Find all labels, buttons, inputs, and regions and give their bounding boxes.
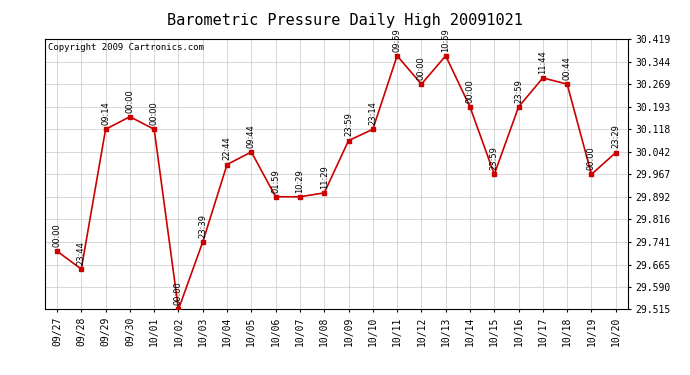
Text: 00:00: 00:00 [417, 56, 426, 80]
Text: 23:39: 23:39 [198, 214, 207, 238]
Text: 00:00: 00:00 [52, 223, 61, 247]
Text: 01:59: 01:59 [271, 169, 280, 193]
Text: 23:29: 23:29 [611, 124, 620, 148]
Text: 11:29: 11:29 [319, 165, 328, 189]
Text: 22:44: 22:44 [223, 136, 232, 160]
Text: 00:00: 00:00 [174, 282, 183, 305]
Text: 23:14: 23:14 [368, 101, 377, 125]
Text: 10:29: 10:29 [295, 169, 304, 193]
Text: 11:44: 11:44 [538, 50, 547, 74]
Text: 09:14: 09:14 [101, 101, 110, 125]
Text: 09:59: 09:59 [393, 28, 402, 52]
Text: 09:44: 09:44 [247, 124, 256, 148]
Text: Copyright 2009 Cartronics.com: Copyright 2009 Cartronics.com [48, 44, 204, 52]
Text: 23:44: 23:44 [77, 241, 86, 265]
Text: 00:00: 00:00 [466, 79, 475, 103]
Text: 23:59: 23:59 [490, 146, 499, 170]
Text: 23:59: 23:59 [514, 79, 523, 103]
Text: 00:00: 00:00 [150, 101, 159, 125]
Text: 10:59: 10:59 [441, 28, 450, 52]
Text: 00:44: 00:44 [562, 56, 572, 80]
Text: 00:00: 00:00 [126, 89, 135, 112]
Text: 00:00: 00:00 [587, 147, 596, 170]
Text: 23:59: 23:59 [344, 112, 353, 136]
Text: Barometric Pressure Daily High 20091021: Barometric Pressure Daily High 20091021 [167, 13, 523, 28]
